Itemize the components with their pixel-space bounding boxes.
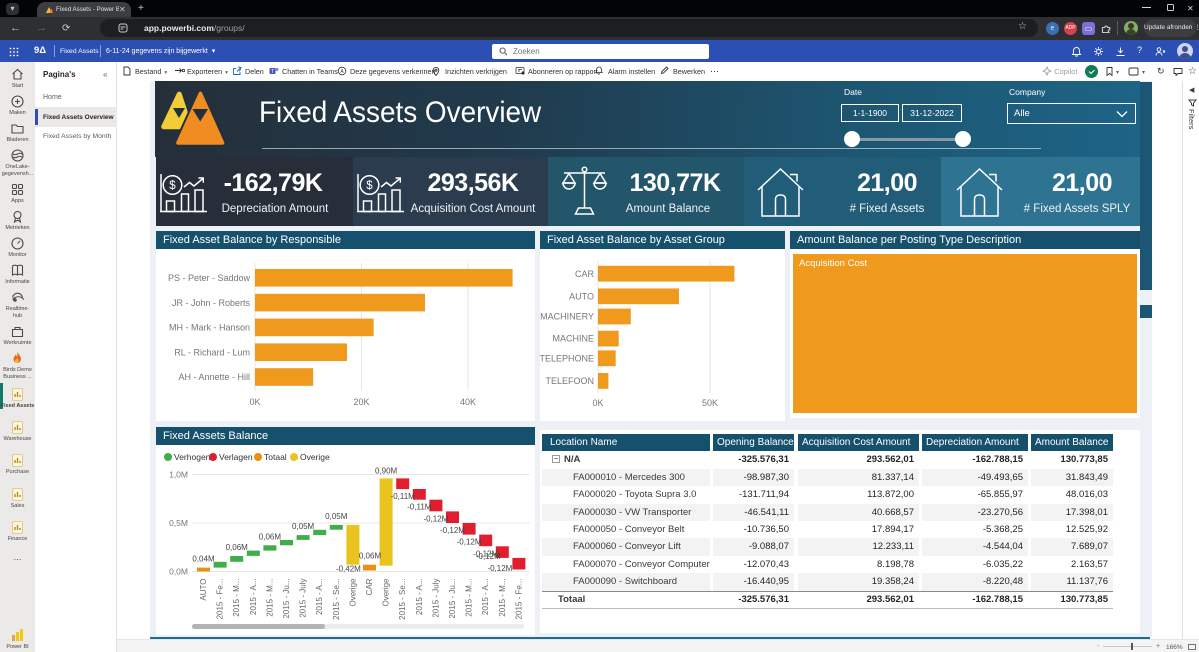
svg-text:0,06M: 0,06M [259, 532, 282, 541]
svg-text:Verlagen: Verlagen [219, 452, 253, 462]
svg-text:JR - John - Roberts: JR - John - Roberts [172, 298, 251, 308]
svg-text:Totaal: Totaal [264, 452, 287, 462]
svg-text:CAR: CAR [575, 269, 595, 279]
svg-text:-0,12M: -0,12M [487, 564, 512, 573]
svg-text:2015 - A...: 2015 - A... [315, 579, 324, 615]
svg-text:2015 - A...: 2015 - A... [481, 579, 490, 615]
svg-text:0,05M: 0,05M [292, 522, 315, 531]
svg-text:2015 - Fe...: 2015 - Fe... [514, 579, 523, 620]
svg-text:2015 - Se...: 2015 - Se... [398, 579, 407, 620]
svg-text:MACHINE: MACHINE [552, 334, 594, 344]
svg-text:$: $ [366, 180, 373, 192]
svg-text:0,06M: 0,06M [359, 552, 382, 561]
svg-text:2015 - Fe...: 2015 - Fe... [216, 579, 225, 620]
svg-text:2015 - Ju...: 2015 - Ju... [448, 579, 457, 619]
svg-text:2015 - M...: 2015 - M... [265, 579, 274, 617]
svg-text:PS - Peter - Saddow: PS - Peter - Saddow [168, 273, 251, 283]
svg-text:2015 - M...: 2015 - M... [498, 579, 507, 617]
svg-text:Overige: Overige [382, 578, 391, 607]
svg-text:0K: 0K [592, 398, 603, 408]
svg-text:2015 - M...: 2015 - M... [232, 579, 241, 617]
svg-text:-0,12M: -0,12M [440, 526, 465, 535]
svg-text:RL - Richard - Lum: RL - Richard - Lum [174, 347, 250, 357]
svg-text:0,04M: 0,04M [192, 555, 215, 564]
svg-text:AH - Annette - Hill: AH - Annette - Hill [178, 372, 250, 382]
svg-text:$: $ [169, 180, 176, 192]
svg-text:0K: 0K [249, 397, 260, 407]
svg-text:Overige: Overige [348, 578, 357, 607]
svg-text:2015 - July: 2015 - July [431, 579, 440, 618]
svg-text:MACHINERY: MACHINERY [540, 312, 594, 322]
svg-text:CAR: CAR [365, 578, 374, 595]
svg-text:A: A [340, 69, 344, 75]
svg-text:-0,12M: -0,12M [473, 549, 498, 558]
svg-text:-0,11M: -0,11M [407, 503, 432, 512]
svg-text:-0,12M: -0,12M [476, 552, 501, 561]
svg-text:TELEFOON: TELEFOON [545, 376, 594, 386]
svg-text:AUTO: AUTO [199, 579, 208, 601]
svg-text:Verhogen: Verhogen [174, 452, 211, 462]
svg-text:2015 - Ju...: 2015 - Ju... [282, 579, 291, 619]
svg-text:TELEPHONE: TELEPHONE [540, 353, 594, 363]
svg-text:-0,11M: -0,11M [391, 492, 416, 501]
svg-text:T: T [271, 69, 274, 75]
svg-text:-0,12M: -0,12M [457, 538, 482, 547]
svg-text:0,06M: 0,06M [226, 543, 249, 552]
svg-text:2015 - Se...: 2015 - Se... [332, 579, 341, 620]
svg-text:50K: 50K [702, 398, 718, 408]
svg-text:0,05M: 0,05M [325, 512, 348, 521]
svg-text:1,0M: 1,0M [169, 470, 188, 480]
svg-text:2015 - A...: 2015 - A... [415, 579, 424, 615]
svg-text:AUTO: AUTO [569, 291, 594, 301]
svg-text:Overige: Overige [300, 452, 330, 462]
svg-text:2015 - M...: 2015 - M... [465, 579, 474, 617]
svg-text:40K: 40K [460, 397, 476, 407]
svg-text:MH - Mark - Hanson: MH - Mark - Hanson [169, 323, 250, 333]
svg-text:-0,42M: -0,42M [336, 565, 361, 574]
svg-text:0,90M: 0,90M [375, 466, 398, 475]
svg-text:0,0M: 0,0M [169, 567, 188, 577]
svg-text:-0,12M: -0,12M [423, 514, 448, 523]
svg-text:2015 - A...: 2015 - A... [249, 579, 258, 615]
svg-text:2015 - July: 2015 - July [299, 579, 308, 618]
svg-text:20K: 20K [353, 397, 369, 407]
svg-text:0,5M: 0,5M [169, 518, 188, 528]
